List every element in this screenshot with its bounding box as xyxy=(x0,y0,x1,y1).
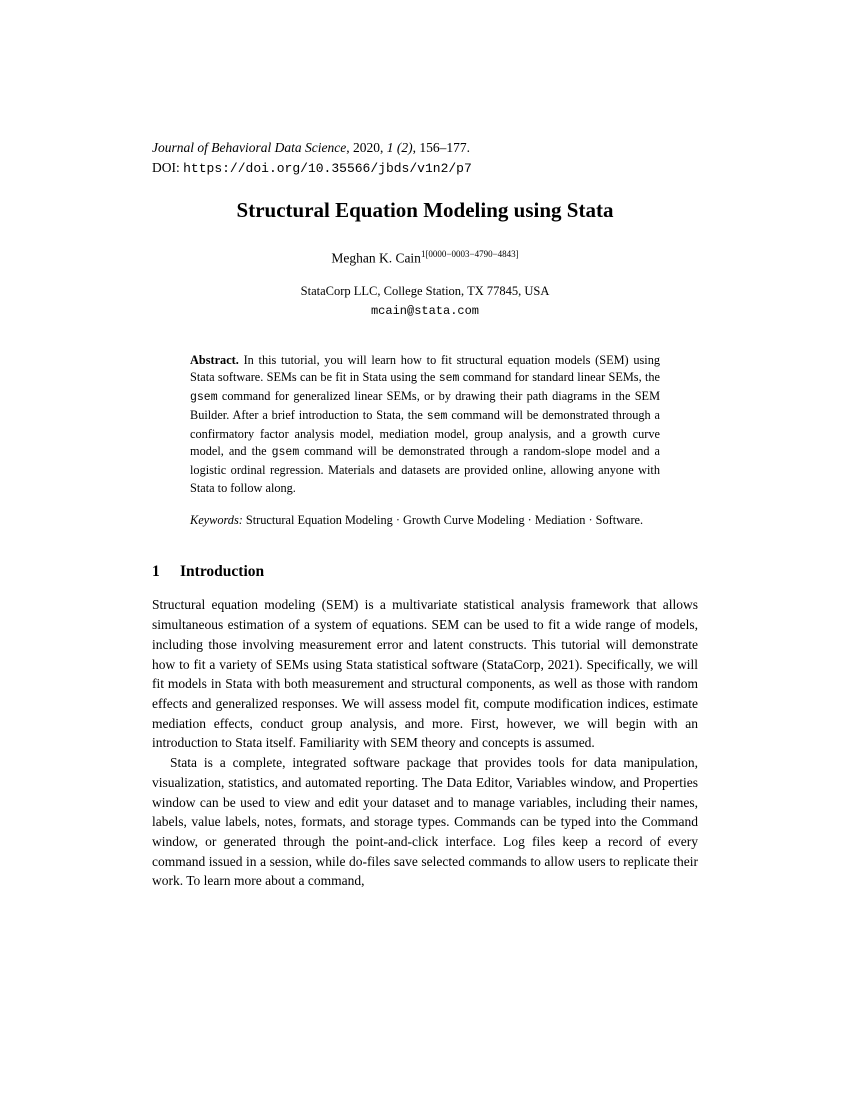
doi-line: DOI: https://doi.org/10.35566/jbds/v1n2/… xyxy=(152,158,698,179)
section-title: Introduction xyxy=(180,563,264,580)
body-paragraph-1: Structural equation modeling (SEM) is a … xyxy=(152,595,698,753)
journal-year: 2020 xyxy=(353,140,380,155)
journal-sep2: , xyxy=(380,140,387,155)
journal-vol-issue: 1 (2) xyxy=(387,140,413,155)
doi-url[interactable]: https://doi.org/10.35566/jbds/v1n2/p7 xyxy=(183,161,472,176)
keywords-text: Structural Equation Modeling · Growth Cu… xyxy=(243,513,643,527)
author-email[interactable]: mcain@stata.com xyxy=(371,304,479,318)
journal-name: Journal of Behavioral Data Science xyxy=(152,140,346,155)
affiliation-block: StataCorp LLC, College Station, TX 77845… xyxy=(152,282,698,320)
paper-page: Journal of Behavioral Data Science, 2020… xyxy=(0,0,850,1100)
abstract: Abstract. In this tutorial, you will lea… xyxy=(190,352,660,498)
abstract-label: Abstract. xyxy=(190,353,239,367)
code-gsem-2: gsem xyxy=(272,446,300,459)
author-line: Meghan K. Cain1[0000−0003−4790−4843] xyxy=(152,249,698,267)
section-heading: 1Introduction xyxy=(152,563,698,581)
journal-year-sep: , xyxy=(346,140,353,155)
body-paragraph-2: Stata is a complete, integrated software… xyxy=(152,753,698,891)
keywords: Keywords: Structural Equation Modeling ·… xyxy=(190,512,660,530)
journal-pages: 156–177. xyxy=(419,140,470,155)
section-number: 1 xyxy=(152,563,180,581)
author-orcid-sup: 1[0000−0003−4790−4843] xyxy=(421,249,519,259)
code-gsem-1: gsem xyxy=(190,391,218,404)
paper-title: Structural Equation Modeling using Stata xyxy=(152,198,698,223)
code-sem-1: sem xyxy=(439,372,460,385)
affiliation-line: StataCorp LLC, College Station, TX 77845… xyxy=(152,282,698,301)
journal-citation: Journal of Behavioral Data Science, 2020… xyxy=(152,138,698,158)
keywords-label: Keywords: xyxy=(190,513,243,527)
doi-label: DOI: xyxy=(152,160,183,175)
author-name: Meghan K. Cain xyxy=(331,251,421,266)
abstract-text-2: command for standard linear SEMs, the xyxy=(459,370,660,384)
code-sem-2: sem xyxy=(427,410,448,423)
